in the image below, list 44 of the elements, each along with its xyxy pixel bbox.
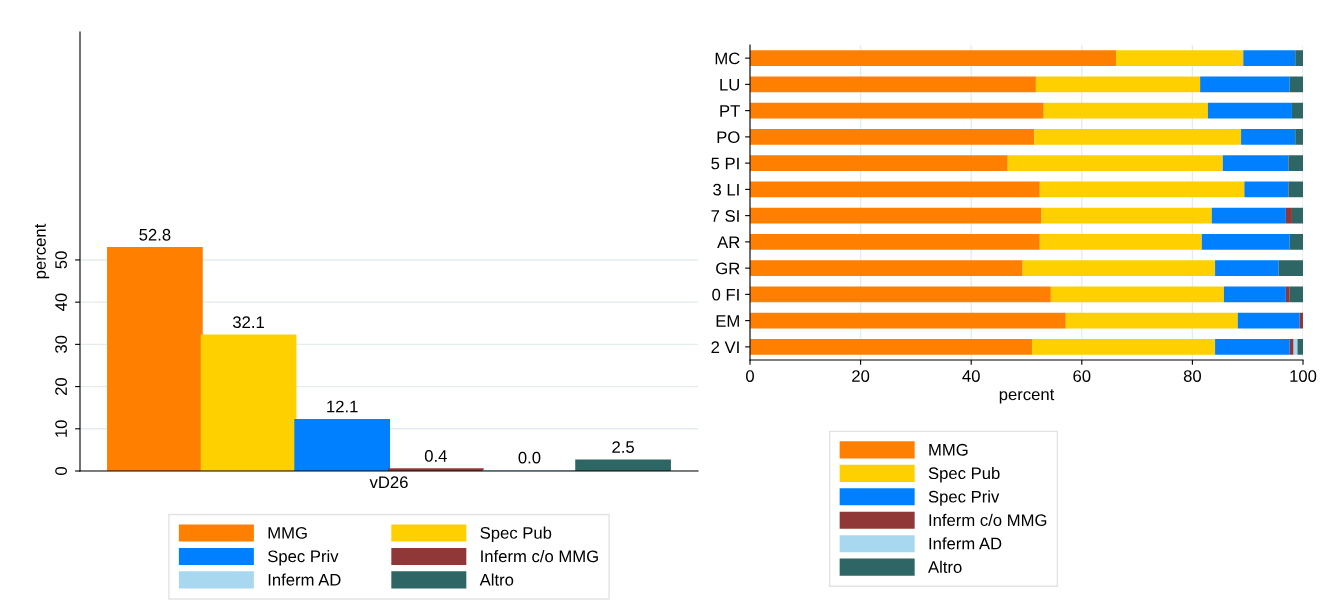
x-tick-label: vD26 (369, 476, 408, 489)
legend-label: Spec Pub (480, 526, 552, 543)
y-tick-label: 3 LI (713, 183, 739, 196)
data-label: 52.8 (139, 228, 171, 241)
legend-label: Inferm AD (268, 573, 341, 586)
x-tick-label: 100 (1290, 370, 1317, 382)
data-label: 0.4 (424, 450, 447, 462)
legend-label: MMG (268, 526, 307, 539)
x-tick-label: 40 (962, 370, 980, 382)
y-tick-label: 7 SI (711, 210, 739, 222)
y-tick-label: PT (720, 105, 740, 117)
data-label: 12.1 (327, 400, 358, 413)
legend-label: Altro (479, 573, 514, 586)
y-tick-label: LU (720, 78, 739, 91)
y-tick-label: GR (716, 262, 740, 275)
y-axis-title: percent (34, 223, 50, 279)
y-tick-label: 40 (55, 293, 67, 312)
y-tick-label: 10 (55, 420, 67, 437)
legend-label: Spec Priv (928, 490, 1000, 506)
y-tick-label: 5 PI (711, 157, 739, 170)
x-tick-label: 0 (746, 370, 754, 382)
data-label: 32.1 (232, 316, 264, 329)
data-label: 0.0 (518, 451, 541, 464)
y-tick-label: AR (717, 236, 740, 248)
data-label: 2.5 (612, 441, 634, 453)
y-tick-label: 50 (55, 251, 67, 269)
legend-label: Altro (928, 560, 962, 573)
x-tick-label: 80 (1183, 370, 1202, 382)
y-tick-label: 30 (55, 335, 67, 353)
x-axis-title: percent (999, 389, 1055, 404)
legend-label: Spec Pub (928, 466, 1000, 483)
y-tick-label: MC (715, 52, 740, 65)
legend-label: Spec Priv (267, 550, 339, 566)
legend-label: Inferm AD (929, 537, 1002, 550)
x-tick-label: 60 (1073, 370, 1091, 382)
y-tick-label: 0 FI (712, 288, 739, 301)
x-tick-label: 20 (852, 370, 870, 382)
y-tick-label: EM (716, 315, 739, 327)
legend-label: Inferm c/o MMG (929, 513, 1047, 527)
legend-label: MMG (929, 443, 968, 456)
y-tick-label: PO (717, 131, 740, 144)
y-tick-label: 2 VI (711, 341, 739, 353)
y-tick-label: 0 (55, 467, 67, 475)
legend-label: Inferm c/o MMG (481, 550, 598, 563)
